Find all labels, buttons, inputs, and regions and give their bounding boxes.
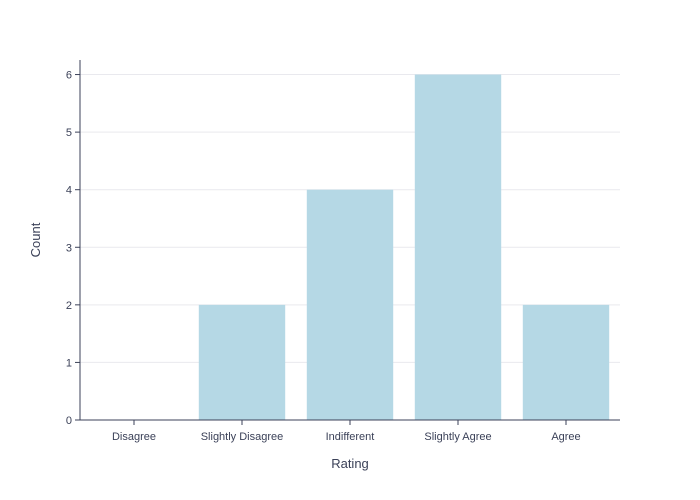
x-tick-label: Slightly Agree [424,431,491,443]
y-tick-label: 1 [66,357,72,369]
bar [198,304,286,420]
y-tick-label: 2 [66,300,72,312]
bar [522,304,610,420]
bar [306,189,394,420]
x-tick-label: Agree [551,431,580,443]
y-tick-label: 5 [66,127,72,139]
bar [414,74,502,420]
x-tick-label: Disagree [112,431,156,443]
x-tick-label: Slightly Disagree [201,431,284,443]
y-axis-ticks: 0 1 2 3 4 5 6 [66,70,80,427]
y-tick-label: 4 [66,185,72,197]
y-tick-label: 6 [66,70,72,82]
y-tick-label: 0 [66,415,72,427]
y-axis-title: Count [28,222,43,257]
x-tick-label: Indifferent [326,431,375,443]
y-tick-label: 3 [66,242,72,254]
x-axis-ticks: Disagree Slightly Disagree Indifferent Slig… [112,420,581,443]
bars [198,74,610,420]
x-axis-title: Rating [331,456,369,471]
